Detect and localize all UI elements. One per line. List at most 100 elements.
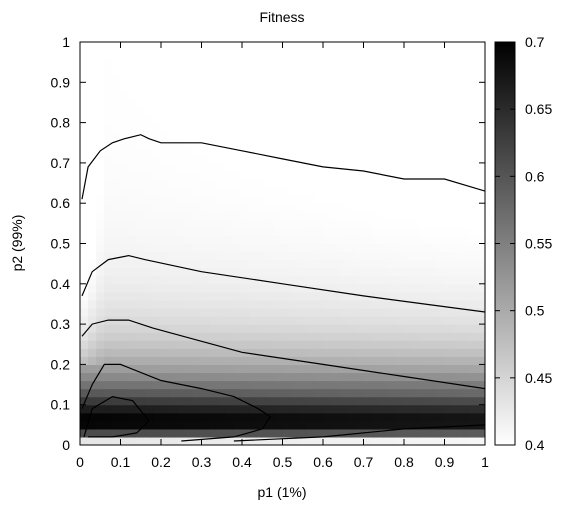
heat-cell: [395, 420, 405, 430]
heat-cell: [161, 243, 170, 253]
heat-cell: [420, 74, 429, 83]
heat-cell: [379, 66, 389, 75]
heat-cell: [314, 170, 324, 180]
heat-cell: [136, 42, 146, 51]
heat-cell: [323, 243, 332, 253]
heat-cell: [274, 154, 284, 164]
heat-cell: [460, 388, 470, 398]
heat-cell: [88, 66, 97, 75]
heat-cell: [363, 42, 373, 51]
heat-cell: [80, 316, 89, 325]
heat-cell: [298, 82, 308, 91]
heat-cell: [258, 82, 267, 91]
heat-cell: [420, 235, 429, 245]
heat-cell: [217, 138, 227, 148]
heat-cell: [233, 299, 243, 309]
heat-cell: [161, 50, 170, 59]
heat-cell: [420, 82, 429, 91]
heat-cell: [387, 412, 397, 422]
heat-cell: [331, 50, 340, 59]
heat-cell: [201, 299, 211, 309]
heat-cell: [201, 162, 211, 172]
heat-cell: [436, 195, 446, 204]
heat-cell: [250, 219, 259, 228]
heat-cell: [460, 82, 470, 91]
heat-cell: [468, 130, 478, 140]
heat-cell: [428, 227, 437, 237]
heat-cell: [420, 412, 429, 422]
heat-cell: [104, 162, 113, 172]
heat-cell: [120, 219, 130, 228]
colorbar-tick-label: 0.7: [525, 34, 545, 50]
heat-cell: [80, 428, 89, 438]
heat-cell: [347, 428, 356, 438]
heat-cell: [371, 195, 381, 204]
heat-cell: [290, 122, 300, 132]
heat-cell: [282, 259, 292, 269]
heat-cell: [233, 106, 243, 116]
heat-cell: [404, 162, 413, 172]
heat-cell: [428, 299, 437, 309]
heat-cell: [428, 420, 437, 430]
heat-cell: [290, 348, 300, 357]
heat-cell: [331, 66, 340, 75]
heat-cell: [185, 235, 194, 245]
heat-cell: [444, 299, 454, 309]
heat-cell: [306, 324, 316, 333]
heat-cell: [404, 42, 413, 51]
heat-cell: [152, 130, 162, 140]
heat-cell: [136, 316, 146, 325]
heat-cell: [161, 58, 170, 67]
heat-cell: [282, 316, 292, 325]
heat-cell: [363, 307, 373, 317]
heat-cell: [363, 428, 373, 438]
heat-cell: [242, 211, 251, 220]
heat-cell: [161, 283, 170, 293]
heat-cell: [339, 66, 348, 75]
heat-cell: [250, 283, 259, 293]
heat-cell: [347, 138, 356, 148]
heat-cell: [298, 307, 308, 317]
heat-cell: [209, 211, 219, 220]
heat-cell: [468, 66, 478, 75]
heat-cell: [436, 58, 446, 67]
heat-cell: [420, 332, 429, 341]
heat-cell: [201, 412, 211, 422]
heat-cell: [444, 380, 454, 390]
heat-cell: [112, 412, 122, 422]
heat-cell: [242, 82, 251, 91]
heat-cell: [242, 42, 251, 51]
heat-cell: [347, 154, 356, 164]
heat-cell: [331, 364, 340, 374]
heat-cell: [436, 138, 446, 148]
heat-cell: [120, 195, 130, 204]
heat-cell: [412, 211, 421, 220]
heat-cell: [444, 259, 454, 269]
heat-cell: [339, 388, 348, 398]
x-tick-label: 0.3: [192, 454, 212, 470]
heat-cell: [193, 122, 203, 132]
heat-cell: [96, 412, 105, 422]
heat-cell: [217, 324, 227, 333]
heat-cell: [88, 340, 97, 349]
heat-cell: [428, 412, 437, 422]
heat-cell: [339, 348, 348, 357]
heat-cell: [339, 436, 348, 445]
heat-cell: [274, 66, 284, 75]
heat-cell: [120, 380, 130, 390]
heat-cell: [290, 380, 300, 390]
heat-cell: [339, 82, 348, 91]
heat-cell: [161, 307, 170, 317]
heat-cell: [80, 436, 89, 445]
heat-cell: [339, 219, 348, 228]
heat-cell: [331, 162, 340, 172]
heat-cell: [298, 380, 308, 390]
heat-cell: [120, 436, 130, 445]
heat-cell: [314, 372, 324, 382]
heat-cell: [282, 388, 292, 398]
heat-cell: [371, 50, 381, 59]
heat-cell: [452, 372, 462, 382]
heat-cell: [323, 307, 332, 317]
contour-line-3: [81, 319, 485, 390]
heat-cell: [136, 235, 146, 245]
